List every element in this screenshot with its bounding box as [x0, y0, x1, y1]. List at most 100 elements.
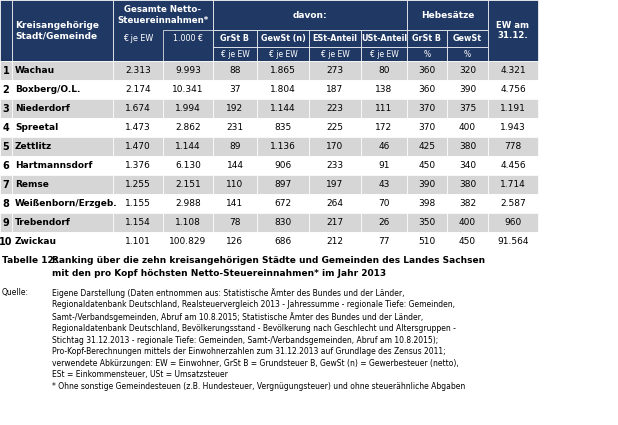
Text: 172: 172: [376, 123, 392, 132]
Text: 9: 9: [2, 218, 9, 227]
Text: € je EW: € je EW: [370, 49, 399, 59]
Text: 1.136: 1.136: [270, 142, 296, 151]
Bar: [488, 0, 538, 61]
Bar: [407, 61, 447, 80]
Text: € je EW: € je EW: [221, 49, 250, 59]
Text: 43: 43: [378, 180, 390, 189]
Text: 1.865: 1.865: [270, 66, 296, 75]
Bar: [488, 213, 538, 232]
Bar: [447, 194, 488, 213]
Text: 400: 400: [459, 218, 476, 227]
Text: 2.587: 2.587: [500, 199, 526, 208]
Text: 672: 672: [274, 199, 292, 208]
Bar: [0, 118, 12, 137]
Bar: [213, 118, 257, 137]
Bar: [488, 194, 538, 213]
Bar: [447, 99, 488, 118]
Bar: [163, 137, 213, 156]
Text: 231: 231: [226, 123, 243, 132]
Bar: [488, 232, 538, 251]
Text: 5: 5: [2, 142, 9, 151]
Text: Zwickau: Zwickau: [15, 237, 57, 246]
Bar: [213, 232, 257, 251]
Bar: [213, 194, 257, 213]
Text: 264: 264: [326, 199, 344, 208]
Text: 192: 192: [226, 104, 243, 113]
Text: 170: 170: [326, 142, 344, 151]
Text: 1.804: 1.804: [270, 85, 296, 94]
Text: 77: 77: [378, 237, 390, 246]
Text: 2.988: 2.988: [175, 199, 201, 208]
Text: 37: 37: [229, 85, 241, 94]
Text: 1.191: 1.191: [500, 104, 526, 113]
Bar: [361, 99, 407, 118]
Text: 2.174: 2.174: [125, 85, 151, 94]
Bar: [361, 232, 407, 251]
Text: 141: 141: [226, 199, 243, 208]
Text: 223: 223: [326, 104, 344, 113]
Bar: [213, 0, 407, 30]
Text: 197: 197: [326, 180, 344, 189]
Text: 2.313: 2.313: [125, 66, 151, 75]
Bar: [257, 232, 309, 251]
Bar: [12, 213, 113, 232]
Text: 382: 382: [459, 199, 476, 208]
Bar: [309, 194, 361, 213]
Bar: [213, 47, 257, 61]
Text: 778: 778: [504, 142, 522, 151]
Bar: [309, 232, 361, 251]
Bar: [163, 232, 213, 251]
Bar: [213, 99, 257, 118]
Bar: [407, 80, 447, 99]
Bar: [113, 232, 163, 251]
Text: 91: 91: [378, 161, 390, 170]
Text: Hebesätze: Hebesätze: [421, 11, 474, 20]
Bar: [309, 118, 361, 137]
Bar: [309, 156, 361, 175]
Bar: [488, 99, 538, 118]
Text: 10: 10: [0, 236, 13, 246]
Text: 89: 89: [229, 142, 241, 151]
Bar: [257, 47, 309, 61]
Bar: [0, 213, 12, 232]
Text: 830: 830: [274, 218, 292, 227]
Text: 370: 370: [418, 123, 436, 132]
Bar: [407, 47, 447, 61]
Bar: [257, 118, 309, 137]
Bar: [257, 175, 309, 194]
Bar: [257, 80, 309, 99]
Bar: [12, 0, 113, 61]
Bar: [407, 99, 447, 118]
Text: 1.714: 1.714: [500, 180, 526, 189]
Bar: [309, 30, 361, 47]
Bar: [163, 118, 213, 137]
Text: 1.154: 1.154: [125, 218, 151, 227]
Text: Tabelle 12:: Tabelle 12:: [2, 256, 57, 265]
Bar: [12, 118, 113, 137]
Bar: [113, 0, 213, 61]
Bar: [488, 156, 538, 175]
Text: 450: 450: [418, 161, 436, 170]
Text: 897: 897: [274, 180, 292, 189]
Text: 398: 398: [418, 199, 436, 208]
Text: 187: 187: [326, 85, 344, 94]
Text: 3: 3: [2, 104, 9, 113]
Bar: [361, 175, 407, 194]
Bar: [447, 175, 488, 194]
Text: 4.321: 4.321: [500, 66, 526, 75]
Bar: [163, 213, 213, 232]
Bar: [447, 137, 488, 156]
Text: GewSt: GewSt: [453, 34, 482, 43]
Bar: [0, 99, 12, 118]
Bar: [213, 175, 257, 194]
Text: GrSt B: GrSt B: [412, 34, 441, 43]
Bar: [447, 47, 488, 61]
Text: 88: 88: [229, 66, 241, 75]
Bar: [257, 61, 309, 80]
Text: 4.456: 4.456: [500, 161, 526, 170]
Text: 390: 390: [418, 180, 436, 189]
Text: Niederdorf: Niederdorf: [15, 104, 70, 113]
Text: 1.376: 1.376: [125, 161, 151, 170]
Bar: [213, 30, 257, 47]
Text: %: %: [464, 49, 471, 59]
